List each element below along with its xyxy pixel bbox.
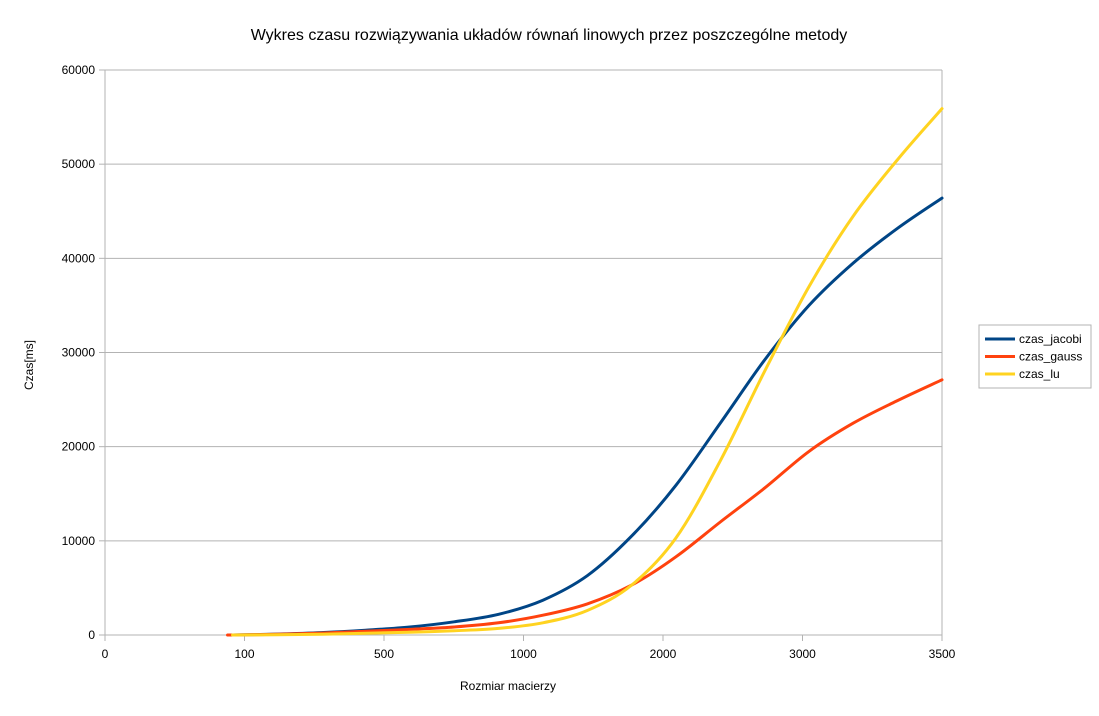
series-line-czas_lu	[231, 107, 944, 637]
legend: czas_jacobi czas_gauss czas_lu	[978, 324, 1092, 389]
y-tick-label: 40000	[62, 251, 96, 265]
x-axis-ticks: 0 100 500 1000 2000 3000 3500	[102, 635, 956, 661]
y-tick-label: 60000	[62, 63, 96, 77]
series-line-czas_jacobi	[231, 196, 944, 637]
legend-label: czas_jacobi	[1019, 332, 1082, 346]
legend-label: czas_gauss	[1019, 350, 1082, 364]
y-tick-label: 50000	[62, 157, 96, 171]
y-tick-label: 0	[88, 628, 95, 642]
y-tick-label: 20000	[62, 440, 96, 454]
legend-label: czas_lu	[1019, 367, 1060, 381]
x-tick-label: 3000	[789, 647, 816, 661]
grid	[105, 69, 943, 635]
x-tick-label: 100	[234, 647, 254, 661]
plot-lines	[226, 107, 944, 637]
y-tick-label: 30000	[62, 346, 96, 360]
y-tick-label: 10000	[62, 534, 96, 548]
x-tick-label: 0	[102, 647, 109, 661]
chart-title: Wykres czasu rozwiązywania układów równa…	[251, 27, 848, 44]
series-line-czas_gauss	[226, 378, 944, 637]
x-tick-label: 3500	[929, 647, 956, 661]
y-axis-ticks: 0 10000 20000 30000 40000 50000 60000	[62, 63, 105, 642]
x-tick-label: 500	[374, 647, 394, 661]
x-tick-label: 2000	[650, 647, 677, 661]
y-axis-label: Czas[ms]	[22, 340, 36, 390]
x-axis-label: Rozmiar macierzy	[460, 679, 556, 693]
x-tick-label: 1000	[510, 647, 537, 661]
